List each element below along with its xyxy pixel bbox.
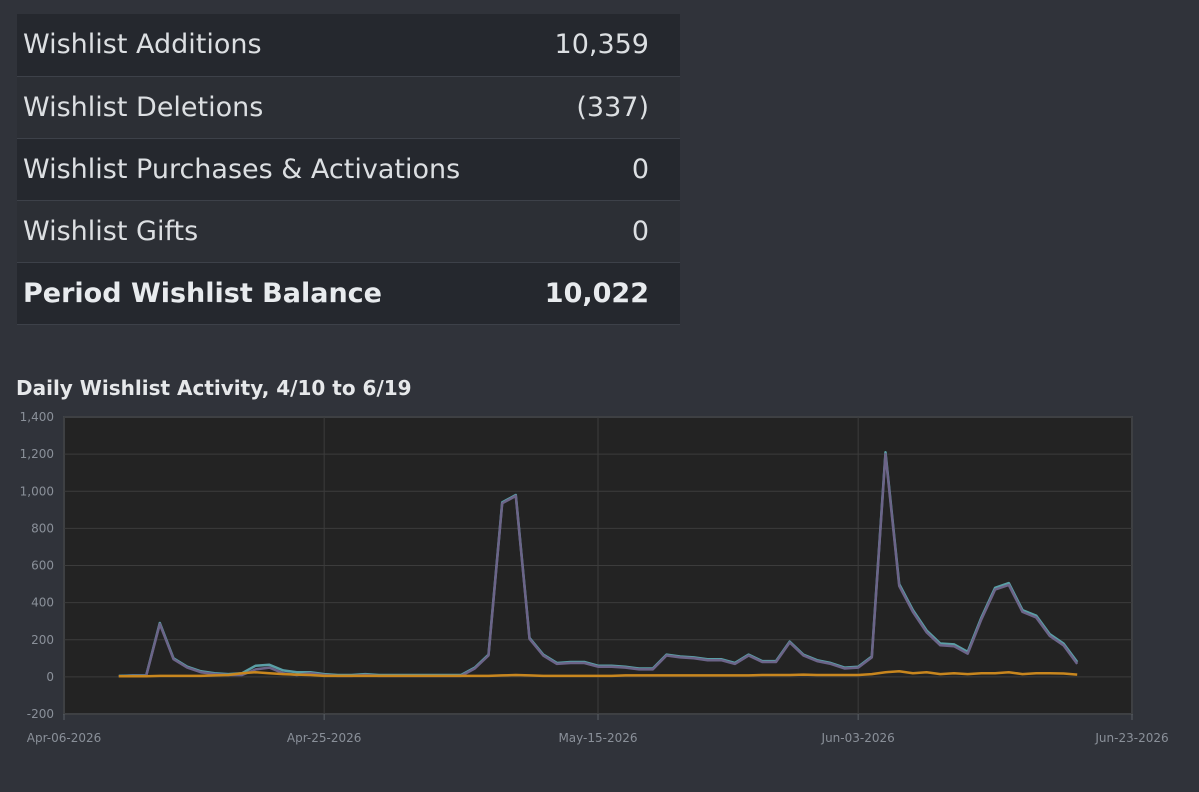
summary-value: (337) — [576, 91, 649, 123]
summary-label: Wishlist Deletions — [23, 91, 264, 123]
grid-lines — [63, 416, 1133, 715]
summary-row-balance: Period Wishlist Balance 10,022 — [17, 262, 680, 324]
wishlist-summary-table: Wishlist Additions 10,359 Wishlist Delet… — [17, 14, 680, 325]
summary-value: 0 — [631, 215, 649, 247]
chart-title: Daily Wishlist Activity, 4/10 to 6/19 — [16, 376, 412, 400]
x-tick-label: Apr-06-2026 — [27, 731, 101, 745]
summary-label: Wishlist Purchases & Activations — [23, 153, 461, 185]
summary-value: 10,359 — [554, 29, 649, 61]
daily-wishlist-chart[interactable]: -200 0 200 400 600 800 1,000 1,200 1,400 Apr-06-… — [0, 400, 1199, 792]
summary-value: 0 — [631, 153, 649, 185]
summary-value: 10,022 — [544, 277, 649, 309]
series-line-deletions — [118, 670, 1078, 678]
summary-label: Wishlist Gifts — [23, 215, 199, 247]
x-tick-label: May-15-2026 — [558, 731, 637, 745]
y-tick-label: -200 — [27, 707, 54, 721]
y-tick-label: 400 — [31, 596, 54, 610]
y-tick-label: 200 — [31, 633, 54, 647]
x-axis-ticks: Apr-06-2026 Apr-25-2026 May-15-2026 Jun-03-… — [27, 714, 1169, 745]
x-tick-label: Jun-03-2026 — [821, 731, 895, 745]
y-tick-label: 600 — [31, 559, 54, 573]
y-tick-label: 0 — [46, 670, 54, 684]
summary-label: Period Wishlist Balance — [23, 277, 382, 309]
y-tick-label: 1,000 — [20, 484, 54, 498]
y-tick-label: 800 — [31, 521, 54, 535]
x-tick-label: Apr-25-2026 — [287, 731, 361, 745]
summary-row-purchases: Wishlist Purchases & Activations 0 — [17, 138, 680, 200]
series-line-balance — [118, 452, 1079, 678]
summary-row-gifts: Wishlist Gifts 0 — [17, 200, 680, 262]
x-tick-label: Jun-23-2026 — [1094, 731, 1168, 745]
summary-row-additions: Wishlist Additions 10,359 — [17, 14, 680, 76]
y-tick-label: 1,400 — [20, 410, 54, 424]
y-tick-label: 1,200 — [20, 447, 54, 461]
summary-row-deletions: Wishlist Deletions (337) — [17, 76, 680, 138]
y-axis-ticks: -200 0 200 400 600 800 1,000 1,200 1,400 — [20, 410, 54, 721]
summary-label: Wishlist Additions — [23, 29, 262, 61]
series-lines — [118, 451, 1079, 678]
